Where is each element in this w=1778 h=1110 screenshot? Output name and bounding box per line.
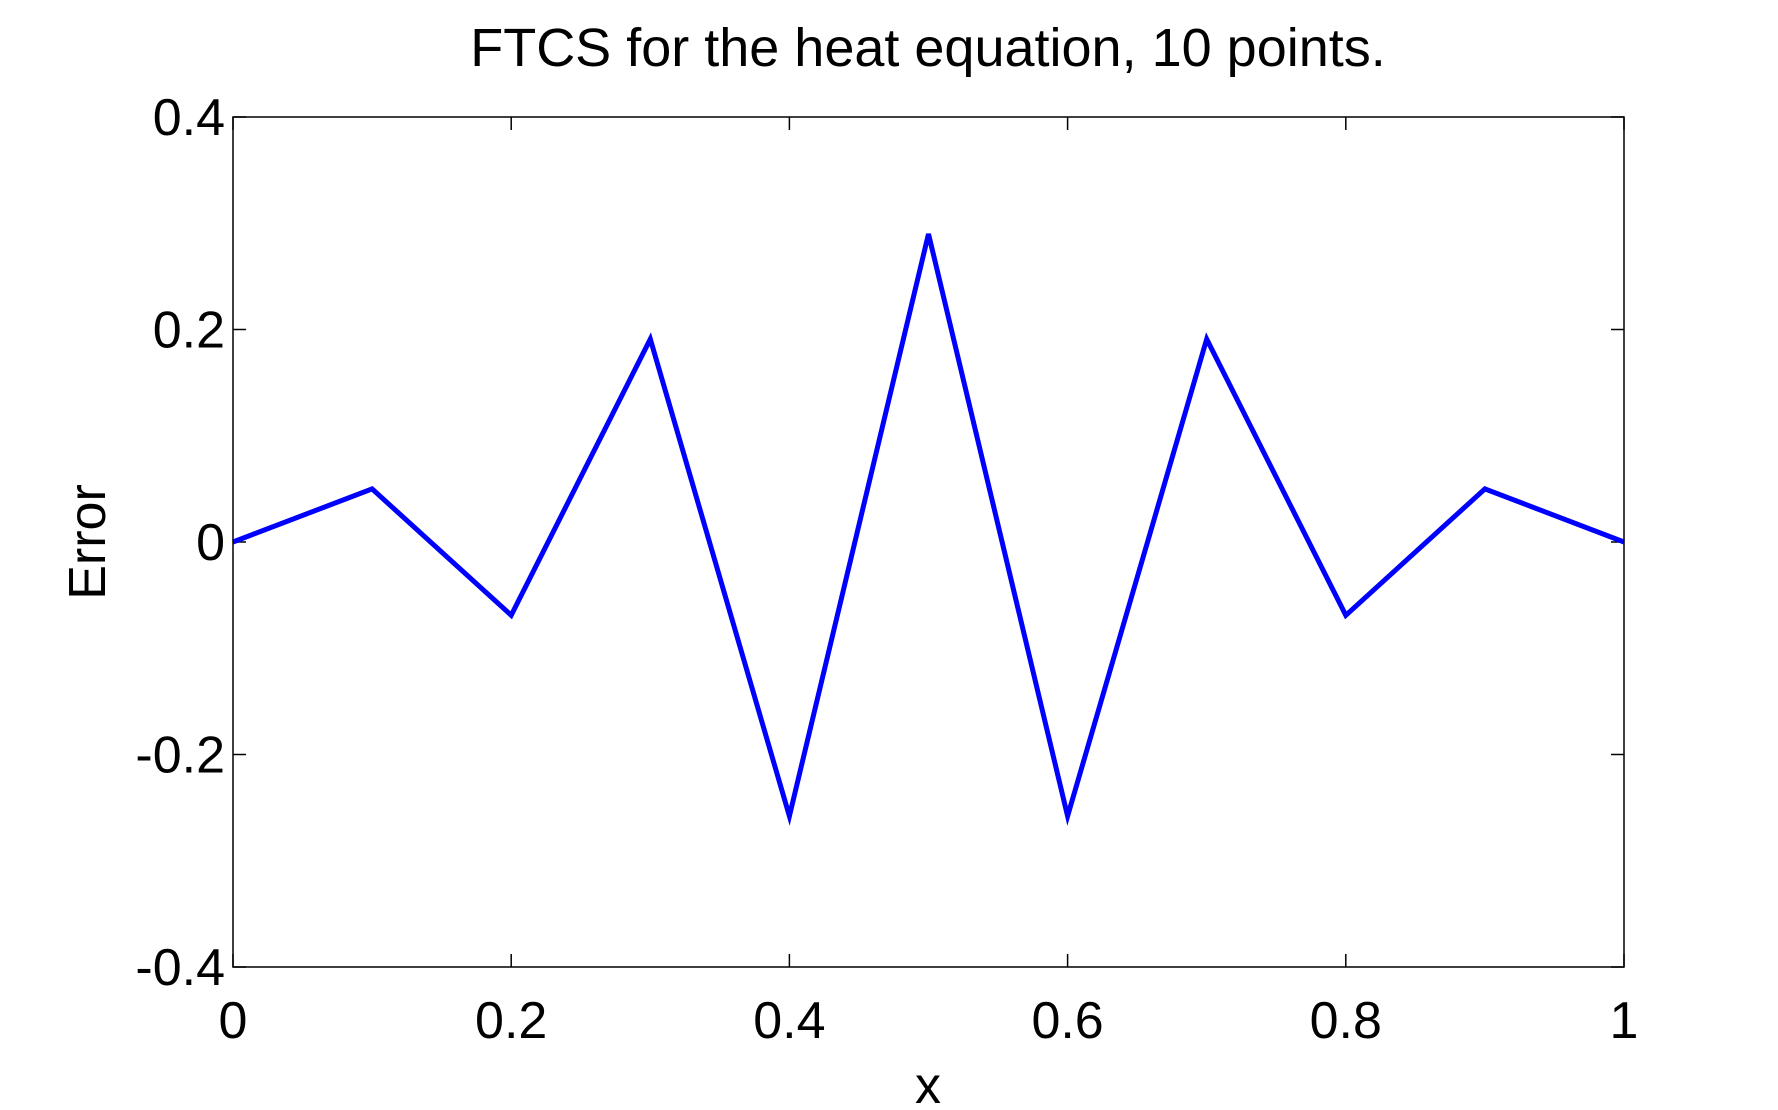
x-tick-label: 0	[219, 992, 248, 1050]
x-tick-label: 0.4	[753, 992, 825, 1050]
y-tick-label: -0.4	[135, 939, 225, 997]
y-tick-label: 0.4	[153, 89, 225, 147]
y-tick-label: -0.2	[135, 727, 225, 785]
y-tick-label: 0	[196, 514, 225, 572]
x-tick-label: 0.8	[1310, 992, 1382, 1050]
y-tick-label: 0.2	[153, 302, 225, 360]
x-tick-label: 1	[1610, 992, 1639, 1050]
plot-background	[233, 117, 1624, 967]
tick-labels: 0 0.2 0.4 0.6 0.8 1 -0.4 -0.2 0 0.2 0.4	[135, 89, 1638, 1050]
x-axis-label: x	[915, 1057, 941, 1110]
x-tick-label: 0.2	[475, 992, 547, 1050]
chart-title: FTCS for the heat equation, 10 points.	[470, 18, 1386, 78]
plot-frame	[232, 116, 1625, 968]
x-tick-label: 0.6	[1031, 992, 1103, 1050]
series-line	[232, 233, 1625, 826]
y-axis-label: Error	[59, 484, 117, 600]
